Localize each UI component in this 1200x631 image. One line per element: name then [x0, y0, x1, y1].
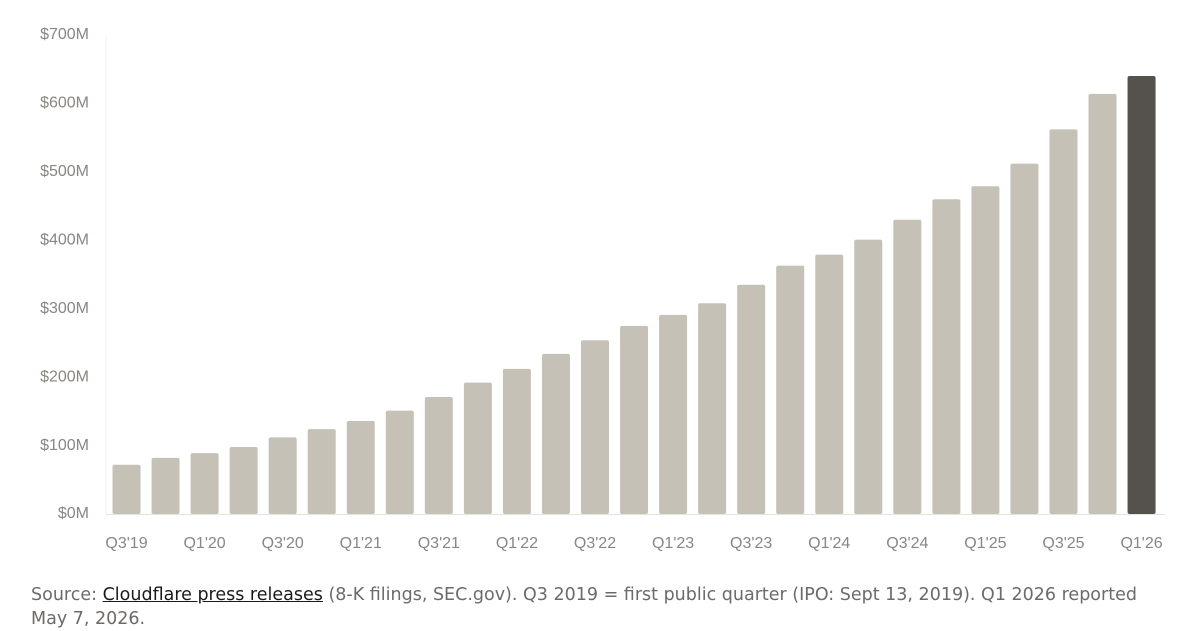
x-tick-label: Q1'22 — [496, 535, 538, 552]
bar — [1010, 163, 1039, 514]
source-note: Source: Cloudflare press releases (8-K f… — [31, 583, 1171, 631]
y-tick-label: $700M — [40, 26, 89, 43]
y-tick-label: $600M — [40, 95, 89, 112]
bar — [268, 437, 297, 514]
bar — [815, 254, 844, 514]
bar — [698, 303, 727, 514]
x-tick-label: Q1'21 — [340, 535, 382, 552]
y-tick-label: $0M — [58, 505, 89, 522]
y-tick-label: $300M — [40, 300, 89, 317]
x-tick-label: Q3'24 — [886, 535, 928, 552]
bar — [737, 284, 766, 514]
bar-highlight — [1127, 76, 1156, 514]
bar — [151, 457, 180, 514]
bar — [932, 199, 961, 515]
source-link[interactable]: Cloudflare press releases — [102, 585, 323, 605]
y-axis-ticks: $0M $100M $200M $300M $400M $500M $600M $700M — [40, 26, 89, 522]
bar — [893, 219, 922, 514]
x-tick-label: Q1'26 — [1120, 535, 1162, 552]
x-tick-label: Q3'22 — [574, 535, 616, 552]
y-tick-label: $500M — [40, 163, 89, 180]
x-tick-label: Q1'23 — [652, 535, 694, 552]
y-tick-label: $400M — [40, 232, 89, 249]
x-tick-label: Q3'20 — [262, 535, 304, 552]
bar — [854, 239, 883, 514]
source-prefix: Source: — [31, 585, 103, 605]
revenue-bar-chart: $0M $100M $200M $300M $400M $500M $600M $700M Q… — [40, 26, 1166, 552]
bar — [112, 464, 141, 514]
bar — [346, 420, 375, 514]
bar — [659, 314, 688, 514]
bar — [385, 410, 414, 514]
bar — [190, 453, 219, 514]
x-tick-label: Q3'21 — [418, 535, 460, 552]
bar — [424, 396, 453, 514]
source-suffix: (8-K filings, SEC.gov). Q3 2019 = first … — [31, 585, 1137, 629]
bar — [463, 382, 492, 514]
y-tick-label: $200M — [40, 368, 89, 385]
x-tick-label: Q1'25 — [964, 535, 1006, 552]
bar — [971, 186, 1000, 515]
x-axis-ticks: Q3'19 Q1'20 Q3'20 Q1'21 Q3'21 Q1'22 Q3'22 Q1'23… — [105, 535, 1162, 552]
x-tick-label: Q1'24 — [808, 535, 850, 552]
bar — [1088, 93, 1117, 514]
bar — [581, 340, 609, 514]
bars-group — [112, 76, 1156, 515]
bar — [620, 325, 649, 514]
x-tick-label: Q3'19 — [105, 535, 147, 552]
bar — [541, 353, 570, 514]
x-tick-label: Q3'25 — [1042, 535, 1084, 552]
bar — [1049, 129, 1078, 514]
bar — [502, 368, 531, 514]
x-tick-label: Q3'23 — [730, 535, 772, 552]
bar — [307, 429, 336, 514]
y-tick-label: $100M — [40, 437, 89, 454]
x-tick-label: Q1'20 — [183, 535, 225, 552]
bar — [776, 265, 805, 514]
bar — [229, 446, 258, 514]
